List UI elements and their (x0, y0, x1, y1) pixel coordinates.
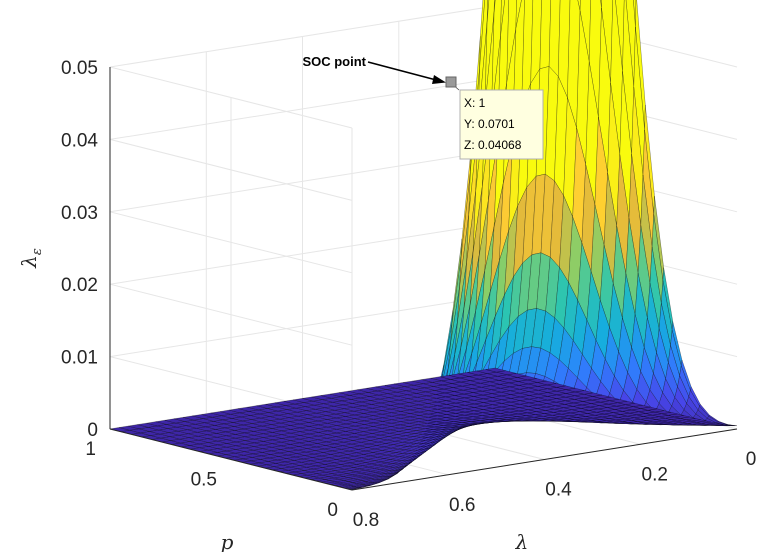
z-tick-labels: 0 0.01 0.02 0.03 0.04 0.05 (61, 58, 98, 441)
y-tick-label-0: 0 (327, 500, 338, 521)
soc-label: SOC point (302, 54, 366, 69)
x-tick-labels: 0 0.2 0.4 0.6 0.8 (353, 449, 757, 531)
soc-arrow (367, 61, 441, 82)
y-axis-line (109, 428, 353, 491)
z-tick-label-0: 0 (87, 420, 98, 441)
datatip-x: X: 1 (464, 96, 486, 110)
x-tick-label-2: 0.4 (545, 480, 572, 501)
y-tick-labels: 00.51 (85, 439, 338, 521)
z-tick-label-1: 0.01 (61, 348, 98, 369)
datatip-z: Z: 0.04068 (464, 138, 522, 152)
x-tick-label-0: 0 (746, 449, 757, 470)
soc-annotation: SOC point (302, 54, 446, 84)
datatip[interactable]: X: 1 Y: 0.0701 Z: 0.04068 (445, 76, 544, 160)
surface-patch-1511 (485, 367, 506, 373)
surface (109, 0, 738, 490)
x-axis-line (351, 428, 738, 491)
z-tick-label-4: 0.04 (61, 130, 98, 151)
z-tick-label-2: 0.02 (61, 275, 98, 296)
x-axis-label: λ (515, 530, 529, 552)
y-axis-label: p (221, 530, 234, 552)
y-tick-label-2: 1 (85, 439, 96, 460)
z-tick-label-3: 0.03 (61, 203, 98, 224)
surface-patch-231 (500, 0, 506, 36)
datatip-box (459, 89, 544, 160)
z-axis-label: λε (17, 248, 45, 269)
datatip-marker[interactable] (445, 76, 457, 88)
z-tick-label-5: 0.05 (61, 58, 98, 79)
y-tick-label-1: 0.5 (191, 470, 217, 491)
x-tick-label-3: 0.6 (449, 495, 475, 516)
x-tick-label-1: 0.2 (642, 464, 668, 485)
surface-patch-201 (493, 0, 496, 13)
axis-layer (109, 67, 738, 491)
datatip-y: Y: 0.0701 (464, 117, 515, 131)
x-tick-label-4: 0.8 (353, 510, 379, 531)
soc-arrowhead (432, 75, 446, 84)
